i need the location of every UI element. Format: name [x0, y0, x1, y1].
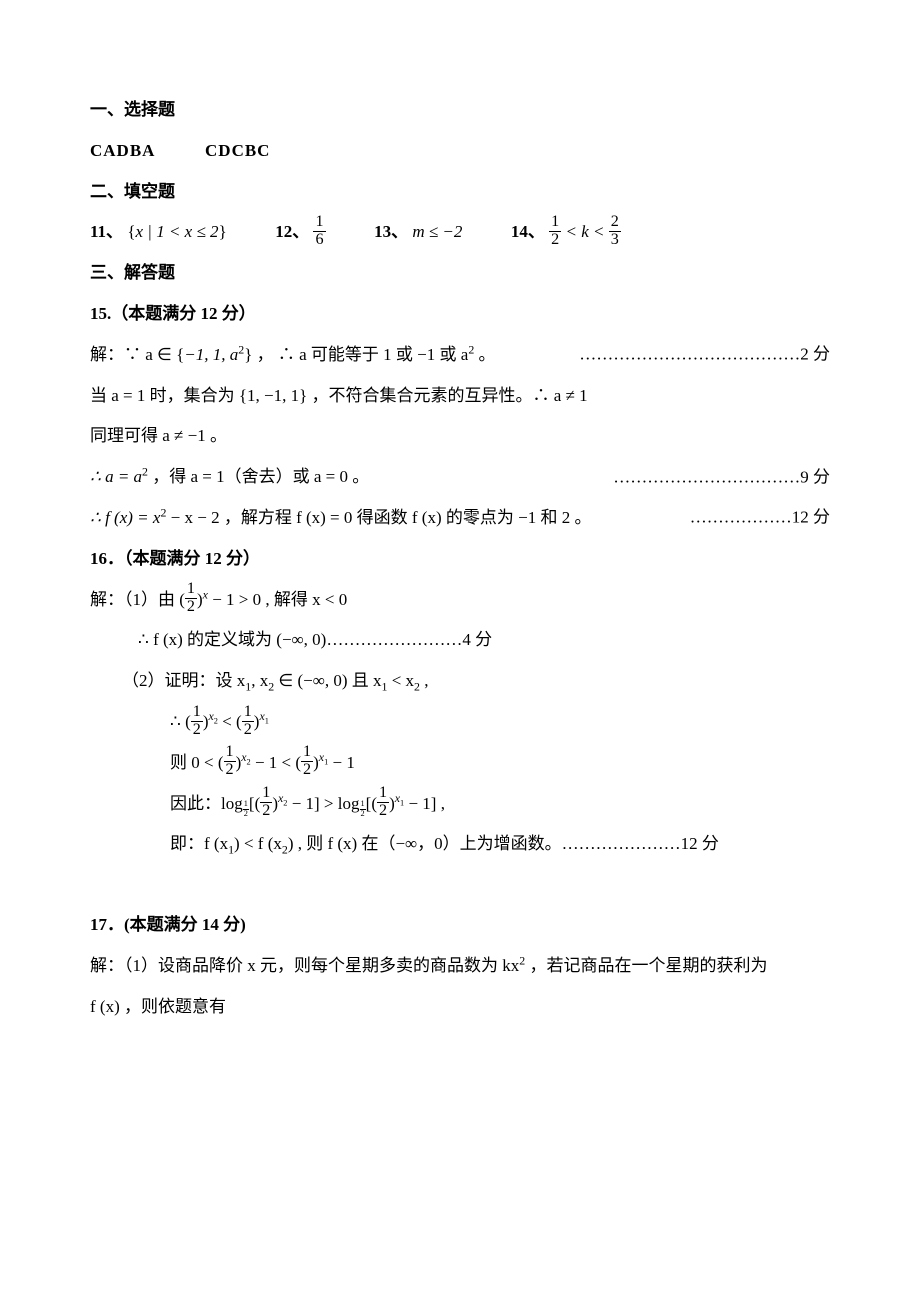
section-3-title: 三、解答题 — [90, 253, 830, 294]
answers-group-b: CDCBC — [205, 141, 270, 160]
q16-score-4: ……………………4 分 — [326, 630, 492, 649]
q17-line-1: 解：（1）设商品降价 x 元，则每个星期多卖的商品数为 kx2 ，若记商品在一个… — [90, 946, 830, 987]
fill-13-value: m ≤ −2 — [412, 222, 462, 241]
fill-13-num: 13、 — [374, 222, 408, 241]
fill-11-num: 11、 — [90, 222, 123, 241]
choice-answers: CADBA CDCBC — [90, 131, 830, 172]
q16-score-12: …………………12 分 — [562, 834, 719, 853]
q15-line-3: 同理可得 a ≠ −1 。 — [90, 416, 830, 457]
q15-title: 15.（本题满分 12 分） — [90, 294, 830, 335]
q15-score-12: ………………12 分 — [690, 498, 830, 539]
q15-line-5: ∴ f (x) = x2 − x − 2 ，解方程 f (x) = 0 得函数 … — [90, 498, 830, 539]
q17-title: 17．(本题满分 14 分) — [90, 905, 830, 946]
section-2-title: 二、填空题 — [90, 172, 830, 213]
q15-score-2: …………………………………2 分 — [579, 335, 830, 376]
q16-title: 16．（本题满分 12 分） — [90, 539, 830, 580]
q15-score-9: ……………………………9 分 — [613, 457, 830, 498]
section-1-title: 一、选择题 — [90, 90, 830, 131]
answers-group-a: CADBA — [90, 141, 155, 160]
spacer — [90, 865, 830, 905]
q16-line-1: 解：（1）由 (12)x − 1 > 0 , 解得 x < 0 — [90, 580, 830, 621]
q16-line-5: 则 0 < (12)x2 − 1 < (12)x1 − 1 — [90, 743, 830, 784]
q17-line-2: f (x) ，则依题意有 — [90, 987, 830, 1028]
fill-11-value: {x | 1 < x ≤ 2} — [127, 222, 231, 241]
document-page: 一、选择题 CADBA CDCBC 二、填空题 11、 {x | 1 < x ≤… — [0, 0, 920, 1302]
q16-line-2: ∴ f (x) 的定义域为 (−∞, 0)……………………4 分 — [90, 620, 830, 661]
q16-line-6: 因此：log12[(12)x2 − 1] > log12[(12)x1 − 1]… — [90, 784, 830, 825]
fill-12-value: 1 6 — [313, 214, 325, 249]
fill-14-num: 14、 — [511, 222, 545, 241]
q16-line-3: （2）证明：设 x1, x2 ∈ (−∞, 0) 且 x1 < x2 , — [90, 661, 830, 702]
fill-12-num: 12、 — [275, 222, 309, 241]
q16-line-7: 即：f (x1) < f (x2) , 则 f (x) 在（−∞，0）上为增函数… — [90, 824, 830, 865]
fill-answers-row: 11、 {x | 1 < x ≤ 2} 12、 1 6 13、 m ≤ −2 1… — [90, 212, 830, 253]
fill-14-value: 1 2 < k < 2 3 — [549, 222, 621, 241]
q16-line-4: ∴ (12)x2 < (12)x1 — [90, 702, 830, 743]
q15-line-1: 解：∵ a ∈ {−1, 1, a2} ， ∴ a 可能等于 1 或 −1 或 … — [90, 335, 830, 376]
q15-line-2: 当 a = 1 时，集合为 {1, −1, 1} ，不符合集合元素的互异性。∴ … — [90, 376, 830, 417]
q15-line-4: ∴ a = a2 ，得 a = 1（舍去）或 a = 0 。 ………………………… — [90, 457, 830, 498]
